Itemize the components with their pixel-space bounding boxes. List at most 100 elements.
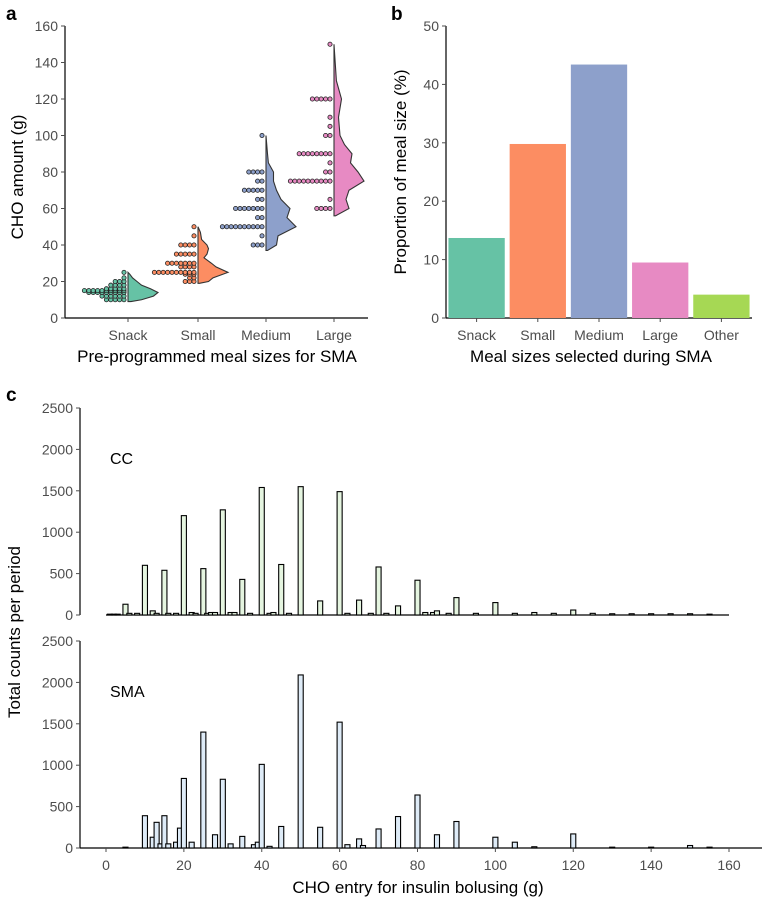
panel-c-bar: [356, 838, 363, 849]
panel-c-bar: [211, 611, 219, 616]
panel-c-ytick-label: 1000: [42, 524, 73, 540]
panel-a-ytick-label: 100: [35, 128, 59, 144]
panel-a-dot: [323, 96, 329, 102]
panel-a-dot: [327, 41, 333, 47]
panel-c-bar: [211, 834, 219, 849]
panel-a-dot: [233, 224, 239, 230]
panel-a-dot: [323, 151, 329, 157]
panel-b-bar: [632, 262, 689, 318]
panel-a-dot: [255, 205, 261, 211]
panel-a-dot: [95, 288, 101, 294]
panel-c-bar: [161, 815, 168, 849]
panel-a-ytick-label: 160: [35, 18, 59, 34]
panel-a-dot: [241, 205, 247, 211]
panel-c-bar: [180, 777, 187, 849]
panel-a-dot: [259, 233, 265, 239]
panel-b-ytick-label: 20: [423, 193, 439, 209]
panel-a-dot: [246, 187, 252, 193]
panel-a-dot: [327, 151, 333, 157]
panel-c-bar: [122, 603, 129, 616]
panel-c-bar: [173, 612, 180, 616]
panel-a-dot: [318, 178, 324, 184]
panel-a-dot: [259, 169, 265, 175]
panel-c-bar: [336, 721, 343, 849]
panel-a-dot: [250, 242, 256, 248]
panel-c-bar: [317, 600, 324, 616]
panel-c-bar: [165, 612, 172, 616]
panel-c-bar: [239, 835, 246, 849]
panel-c-bar: [122, 846, 129, 849]
panel-c-bar: [297, 674, 304, 849]
panel-a-dot: [81, 288, 87, 294]
panel-a-dot: [224, 224, 230, 230]
panel-a-ytick-label: 60: [42, 201, 58, 217]
panel-c-ytick-label: 1000: [42, 757, 73, 773]
panel-a-xtick-label: Medium: [241, 327, 291, 343]
panel-c-bar: [648, 846, 655, 849]
panel-a-dot: [241, 224, 247, 230]
panel-a-dot: [169, 269, 175, 275]
panel-a-dot: [305, 178, 311, 184]
panel-c-bar: [394, 815, 402, 849]
panel-c-ytick-label: 500: [50, 566, 74, 582]
panel-a-ytick-label: 20: [42, 274, 58, 290]
panel-a-dot: [156, 269, 162, 275]
panel-a-dot: [191, 260, 197, 266]
panel-b-bar: [448, 237, 505, 318]
panel-c-bar: [686, 613, 694, 616]
panel-c-bar: [667, 613, 674, 616]
panel-a-xtick-label: Small: [180, 327, 215, 343]
panel-b-xtick-label: Other: [704, 327, 739, 343]
panel-a-dot: [305, 151, 311, 157]
panel-a-violin: [197, 226, 230, 284]
panel-c-bar: [278, 563, 285, 616]
panel-a-dot: [327, 169, 333, 175]
panel-c-bar: [344, 844, 351, 849]
panel-a-dot: [259, 132, 265, 138]
panel-a-dot: [178, 242, 184, 248]
panel-c-ytick-label: 2000: [42, 441, 73, 457]
panel-a-dot: [301, 151, 307, 157]
panel-c-bar: [531, 611, 538, 616]
panel-c-bar: [706, 613, 713, 616]
panel-c-bar: [126, 612, 133, 616]
panel-a-dot: [182, 278, 188, 284]
panel-a-dot: [246, 169, 252, 175]
panel-a-dot: [121, 269, 127, 275]
panel-c-ytick-label: 2000: [42, 674, 73, 690]
panel-a-dot: [309, 178, 315, 184]
panel-a-dot: [246, 224, 252, 230]
panel-a-ylabel: CHO amount (g): [8, 115, 27, 240]
panel-a-dot: [255, 169, 261, 175]
panel-a-violin: [265, 135, 297, 252]
panel-c-bar: [511, 612, 518, 616]
panel-c-bar: [246, 612, 254, 616]
panel-c-xtick-label: 20: [176, 857, 192, 873]
panel-a-dot: [173, 251, 179, 257]
panel-c-histograms: 0500100015002000250005001000150020002500…: [42, 400, 762, 873]
panel-a-dot: [296, 178, 302, 184]
panel-c-bar: [200, 731, 207, 849]
panel-a-dot: [191, 224, 197, 230]
panel-c-bar: [114, 613, 121, 616]
panel-a-dot: [165, 260, 171, 266]
panel-c-xtick-label: 100: [484, 857, 508, 873]
panel-c-bar: [686, 844, 694, 849]
panel-a-dot: [255, 215, 261, 221]
panel-a-dot: [191, 233, 197, 239]
panel-a-dot: [327, 196, 333, 202]
panel-a-violin: [333, 44, 365, 217]
panel-c-ytick-label: 1500: [42, 483, 73, 499]
panel-a-dot: [259, 178, 265, 184]
panel-c-bar: [153, 612, 160, 616]
panel-c-bar: [356, 599, 363, 616]
panel-a-dot: [173, 260, 179, 266]
panel-a-dot: [318, 96, 324, 102]
panel-a-dot: [327, 132, 333, 138]
panel-a-dot: [178, 260, 184, 266]
panel-c-bar: [531, 846, 538, 849]
panel-a-dot: [112, 278, 118, 284]
panel-c-bar: [383, 612, 390, 616]
panel-c-bar: [375, 566, 382, 616]
